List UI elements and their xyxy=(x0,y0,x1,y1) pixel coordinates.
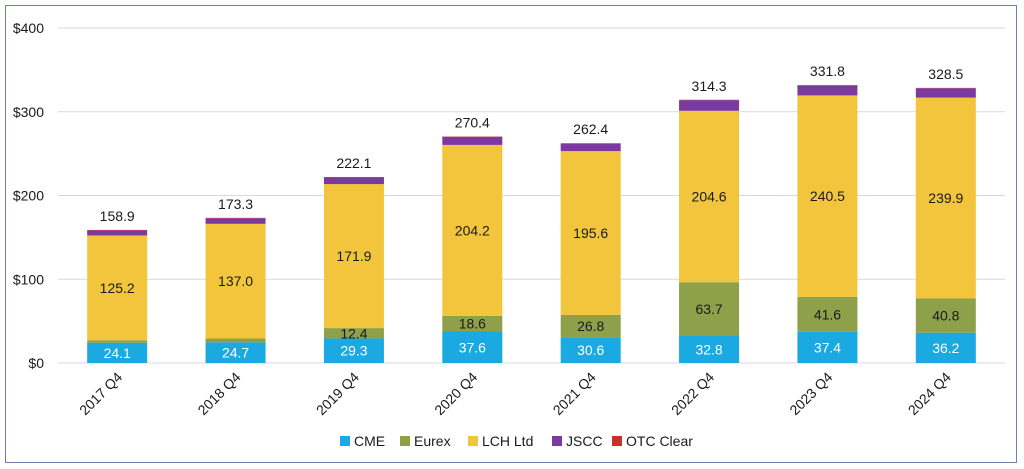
bar-segment-cme xyxy=(442,331,503,363)
bar-segment-eurex xyxy=(87,340,148,343)
legend-label: OTC Clear xyxy=(626,433,693,449)
legend-label: JSCC xyxy=(566,433,603,449)
bar-segment-eurex xyxy=(679,282,740,336)
x-tick-label: 2022 Q4 xyxy=(668,369,717,418)
bar-segment-jscc xyxy=(797,85,858,96)
bar-segment-eurex xyxy=(560,314,621,338)
legend-swatch xyxy=(340,436,350,446)
legend: CME Eurex LCH Ltd JSCC OTC Clear xyxy=(340,433,693,449)
y-tick-label: $200 xyxy=(13,188,44,204)
bar-segment-eurex xyxy=(442,315,503,332)
bar-total-label: 222.1 xyxy=(336,155,371,171)
bar-segment-jscc xyxy=(915,88,976,98)
bar-segment-jscc xyxy=(205,218,266,224)
bar-total-label: 262.4 xyxy=(573,121,608,137)
bar-segment-eurex xyxy=(323,328,384,339)
bar-segment-otc-clear xyxy=(87,229,148,231)
segment-value-label: 37.4 xyxy=(814,339,841,355)
y-tick-label: $0 xyxy=(28,355,44,371)
bar-segment-jscc xyxy=(323,177,384,185)
bar-segment-cme xyxy=(797,331,858,363)
bar-segment-lch-ltd xyxy=(560,151,621,315)
bar-segment-cme xyxy=(323,338,384,363)
segment-value-label: 24.1 xyxy=(104,345,131,361)
segment-value-label: 40.8 xyxy=(932,308,959,324)
legend-swatch xyxy=(552,436,562,446)
segment-value-label: 125.2 xyxy=(100,280,135,296)
x-tick-label: 2018 Q4 xyxy=(194,369,243,418)
y-tick-label: $300 xyxy=(13,104,44,120)
segment-value-label: 18.6 xyxy=(459,316,486,332)
bar-segment-cme xyxy=(679,335,740,363)
bar-segment-jscc xyxy=(679,100,740,111)
bar-total-label: 314.3 xyxy=(692,78,727,94)
bar-segment-eurex xyxy=(915,298,976,333)
bar-segment-otc-clear xyxy=(205,217,266,219)
x-axis-ticks: 2017 Q4 2018 Q4 2019 Q4 2020 Q4 2021 Q4 2022 … xyxy=(76,369,954,418)
segment-value-label: 30.6 xyxy=(577,342,604,358)
segment-value-label: 37.6 xyxy=(459,339,486,355)
bar-total-label: 270.4 xyxy=(455,115,490,131)
legend-label: CME xyxy=(354,433,385,449)
bar-segment-cme xyxy=(915,332,976,363)
segment-value-label: 240.5 xyxy=(810,188,845,204)
bar-total-label: 173.3 xyxy=(218,196,253,212)
legend-swatch xyxy=(468,436,478,446)
legend-swatch xyxy=(612,436,622,446)
bar-total-label: 158.9 xyxy=(100,208,135,224)
bar-segment-jscc xyxy=(560,143,621,152)
bar-total-label: 331.8 xyxy=(810,63,845,79)
x-tick-label: 2019 Q4 xyxy=(313,369,362,418)
bar-segment-lch-ltd xyxy=(679,110,740,283)
bar-segment-cme xyxy=(560,337,621,363)
bar-segment-jscc xyxy=(87,230,148,236)
gridlines xyxy=(58,27,1005,364)
legend-label: Eurex xyxy=(414,433,451,449)
segment-value-label: 239.9 xyxy=(928,190,963,206)
segment-value-label: 32.8 xyxy=(695,341,722,357)
segment-value-label: 63.7 xyxy=(695,301,722,317)
x-tick-label: 2023 Q4 xyxy=(786,369,835,418)
bar-segment-eurex xyxy=(205,338,266,343)
bar-segment-cme xyxy=(205,342,266,363)
x-tick-label: 2021 Q4 xyxy=(550,369,599,418)
segment-value-label: 12.4 xyxy=(340,325,367,341)
bar-segment-lch-ltd xyxy=(87,235,148,341)
segment-value-label: 195.6 xyxy=(573,225,608,241)
bar-segment-cme xyxy=(87,342,148,363)
legend-label: LCH Ltd xyxy=(482,433,533,449)
segment-value-label: 137.0 xyxy=(218,273,253,289)
bar-segment-lch-ltd xyxy=(797,95,858,297)
segment-value-label: 171.9 xyxy=(336,248,371,264)
bar-segment-lch-ltd xyxy=(442,144,503,316)
segment-value-label: 26.8 xyxy=(577,318,604,334)
x-tick-label: 2020 Q4 xyxy=(431,369,480,418)
segment-value-label: 41.6 xyxy=(814,306,841,322)
y-axis-ticks: $0 $100 $200 $300 $400 xyxy=(13,20,44,371)
bar-segment-eurex xyxy=(797,296,858,332)
bar-segment-lch-ltd xyxy=(205,223,266,339)
segment-value-label: 29.3 xyxy=(340,343,367,359)
bar-segment-jscc xyxy=(442,136,503,145)
x-tick-label: 2024 Q4 xyxy=(905,369,954,418)
legend-swatch xyxy=(400,436,410,446)
bar-segment-lch-ltd xyxy=(915,97,976,299)
segment-value-label: 24.7 xyxy=(222,345,249,361)
bar-total-label: 328.5 xyxy=(928,66,963,82)
x-tick-label: 2017 Q4 xyxy=(76,369,125,418)
segment-value-label: 204.2 xyxy=(455,222,490,238)
y-tick-label: $400 xyxy=(13,20,44,36)
segment-value-label: 204.6 xyxy=(692,189,727,205)
segment-value-label: 36.2 xyxy=(932,340,959,356)
bars xyxy=(87,85,976,363)
bar-segment-lch-ltd xyxy=(323,184,384,329)
y-tick-label: $100 xyxy=(13,271,44,287)
data-labels: 24.1 125.2 158.9 24.7 137.0 173.3 29.3 12.4 171.… xyxy=(100,63,964,361)
